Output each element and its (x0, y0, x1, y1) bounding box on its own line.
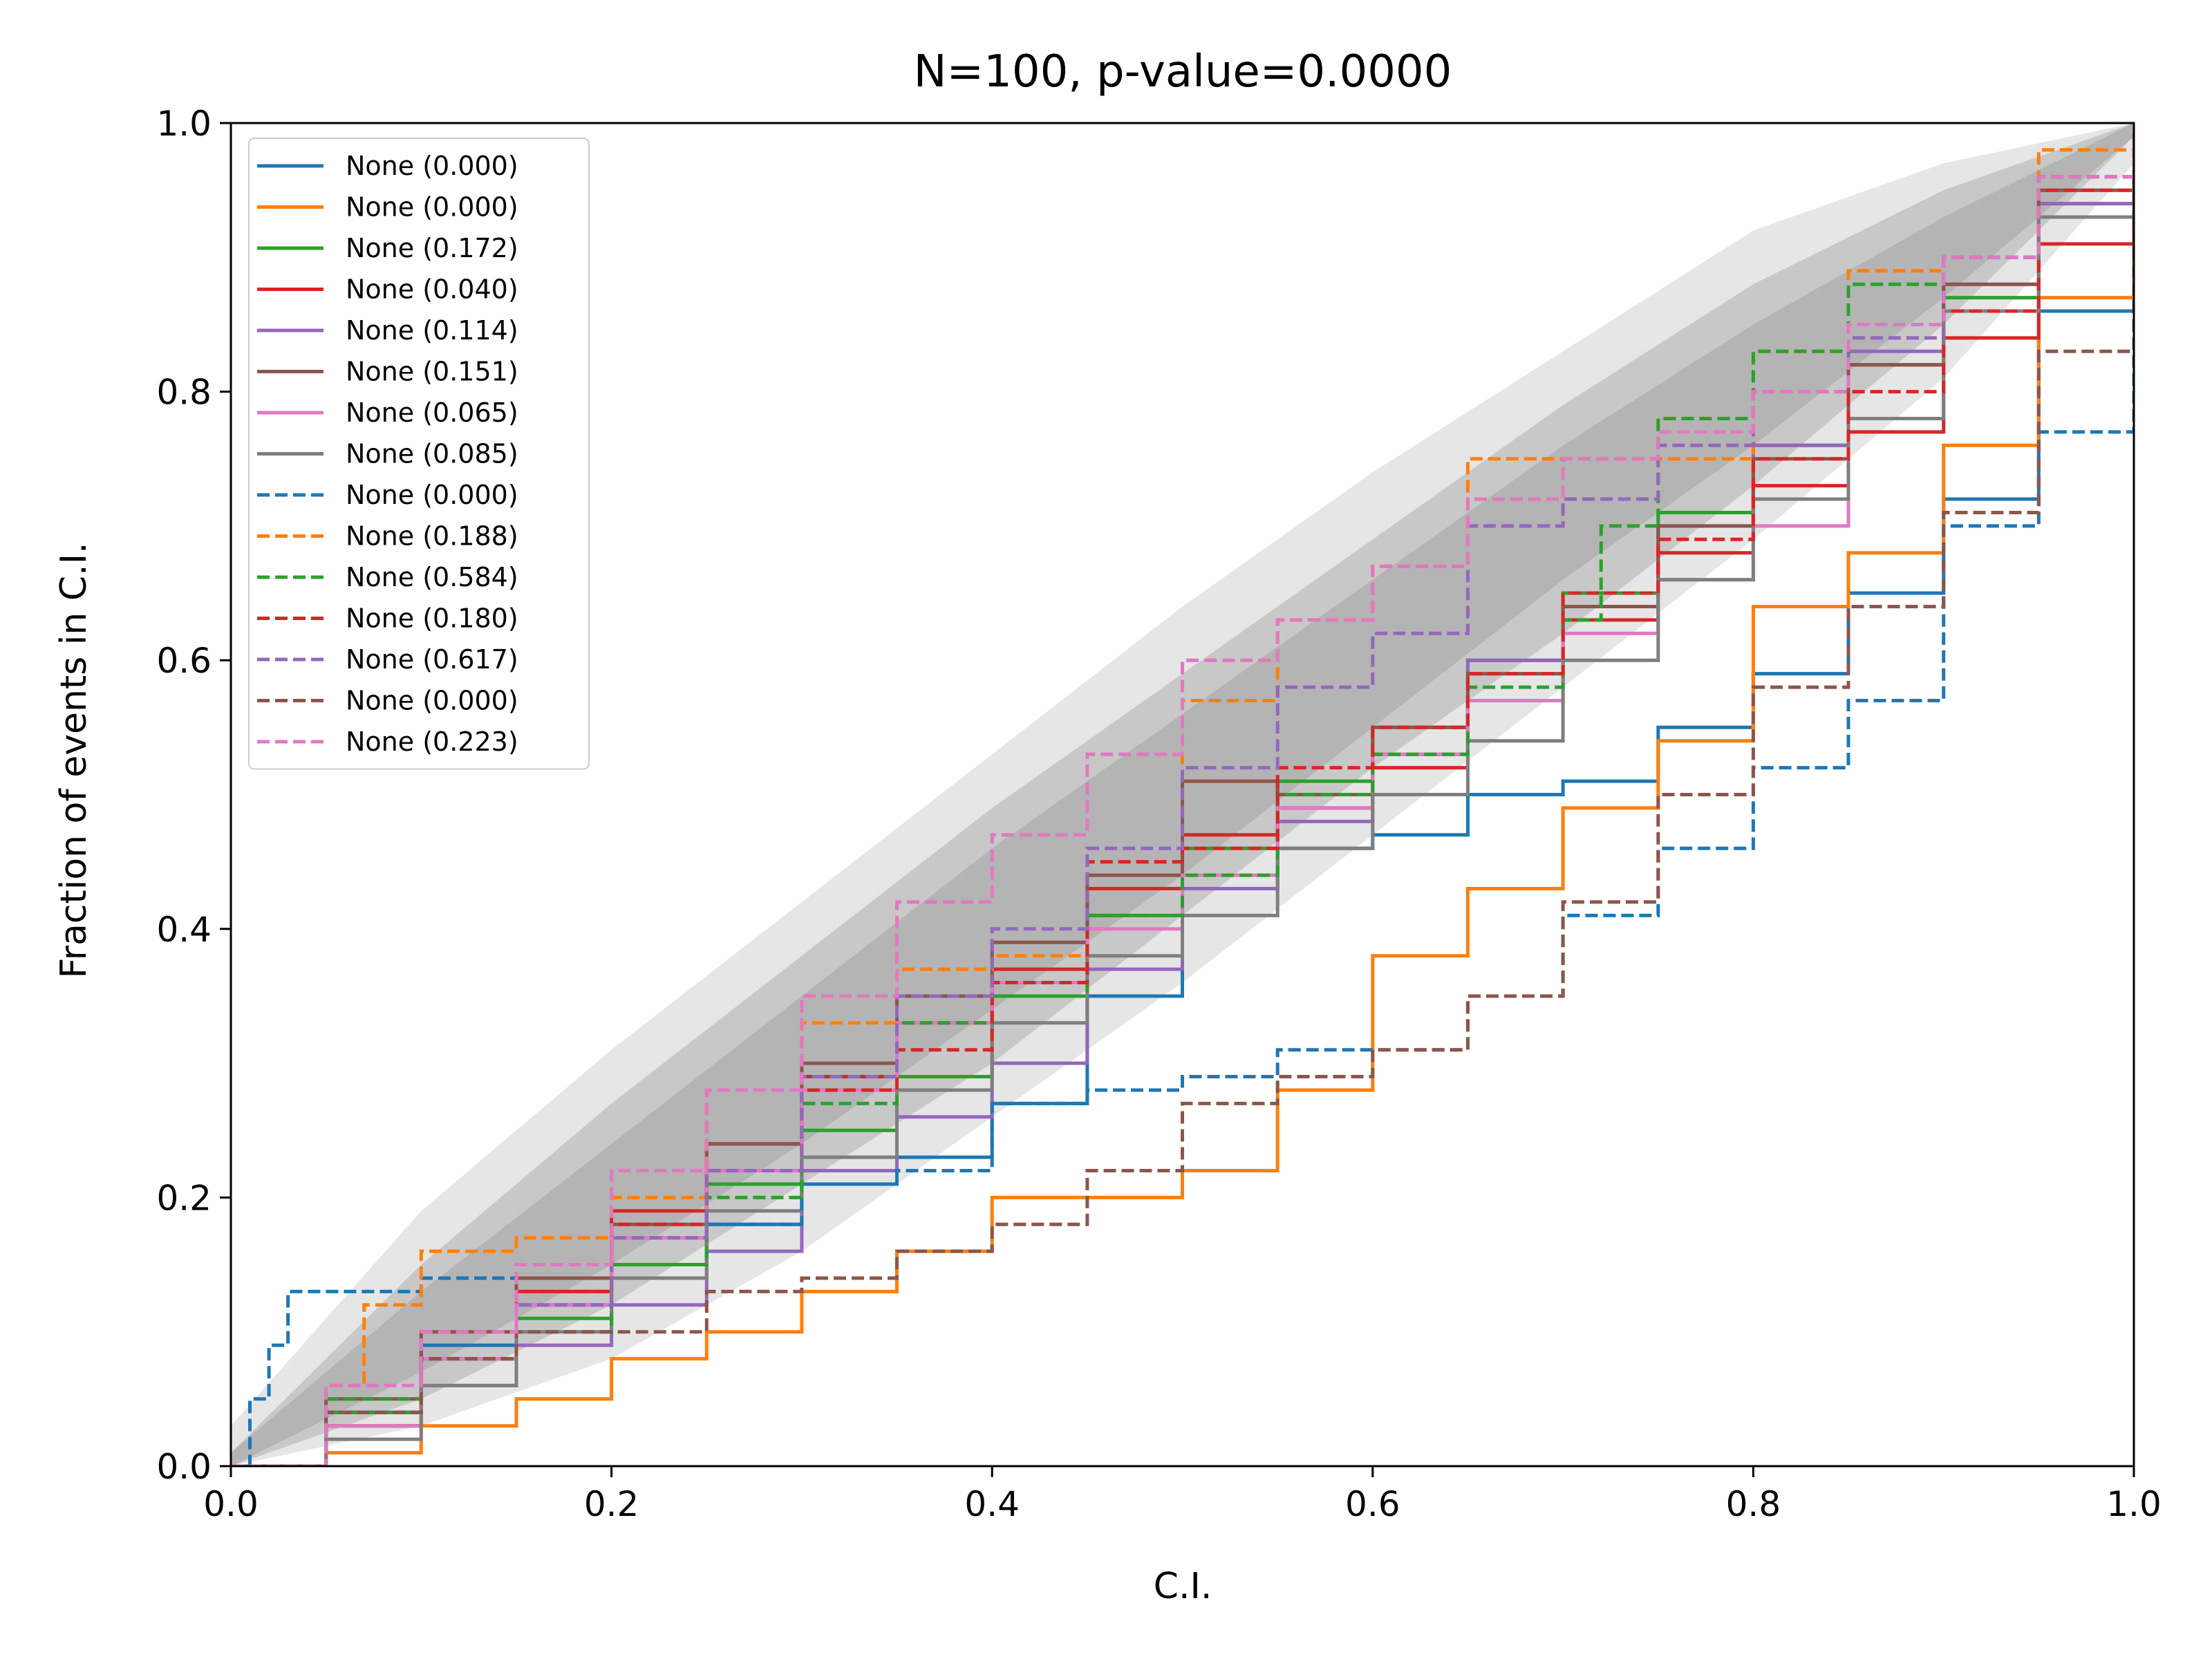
legend-label: None (0.223) (346, 727, 518, 757)
legend-label: None (0.000) (346, 480, 518, 510)
legend-label: None (0.617) (346, 644, 518, 675)
series-line-2 (231, 123, 2134, 1466)
legend: None (0.000) None (0.000) None (0.172) None… (248, 138, 590, 770)
legend-box (248, 138, 590, 770)
legend-label: None (0.085) (346, 439, 518, 469)
legend-label: None (0.180) (346, 603, 518, 634)
x-tick-label: 0.2 (584, 1484, 639, 1524)
y-axis-label: Fraction of events in C.I. (53, 542, 95, 978)
y-tick-label: 0.4 (156, 910, 212, 950)
axes-frame (229, 122, 2135, 1468)
plot-area: 0.0 0.2 0.4 0.6 0.8 1.0 0.0 0.2 0.4 0.6 0.8 1.0 None… (156, 104, 2161, 1524)
y-tick-label: 0.8 (156, 373, 212, 413)
legend-label: None (0.188) (346, 521, 518, 552)
legend-label: None (0.040) (346, 274, 518, 305)
legend-label: None (0.000) (346, 686, 518, 716)
legend-label: None (0.000) (346, 151, 518, 181)
series-line-15 (231, 123, 2134, 1466)
legend-label: None (0.151) (346, 357, 518, 387)
x-axis-label: C.I. (1154, 1566, 1212, 1607)
y-tick-label: 0.0 (156, 1447, 212, 1487)
y-tick-label: 0.6 (156, 641, 212, 681)
chart-title: N=100, p-value=0.0000 (914, 46, 1452, 97)
series-line-13 (231, 123, 2134, 1466)
x-tick-label: 0.8 (1726, 1484, 1781, 1524)
x-tick-label: 1.0 (2106, 1484, 2162, 1524)
x-tick-label: 0.4 (964, 1484, 1020, 1524)
legend-label: None (0.114) (346, 315, 518, 346)
series-line-14 (231, 123, 2134, 1466)
legend-label: None (0.065) (346, 397, 518, 428)
x-tick-label: 0.6 (1345, 1484, 1400, 1524)
legend-label: None (0.172) (346, 233, 518, 263)
y-tick-label: 1.0 (156, 104, 212, 144)
y-tick-label: 0.2 (156, 1178, 212, 1218)
x-tick-label: 0.0 (203, 1484, 259, 1524)
legend-label: None (0.584) (346, 562, 518, 592)
legend-label: None (0.000) (346, 192, 518, 223)
series-lines (231, 123, 2134, 1466)
